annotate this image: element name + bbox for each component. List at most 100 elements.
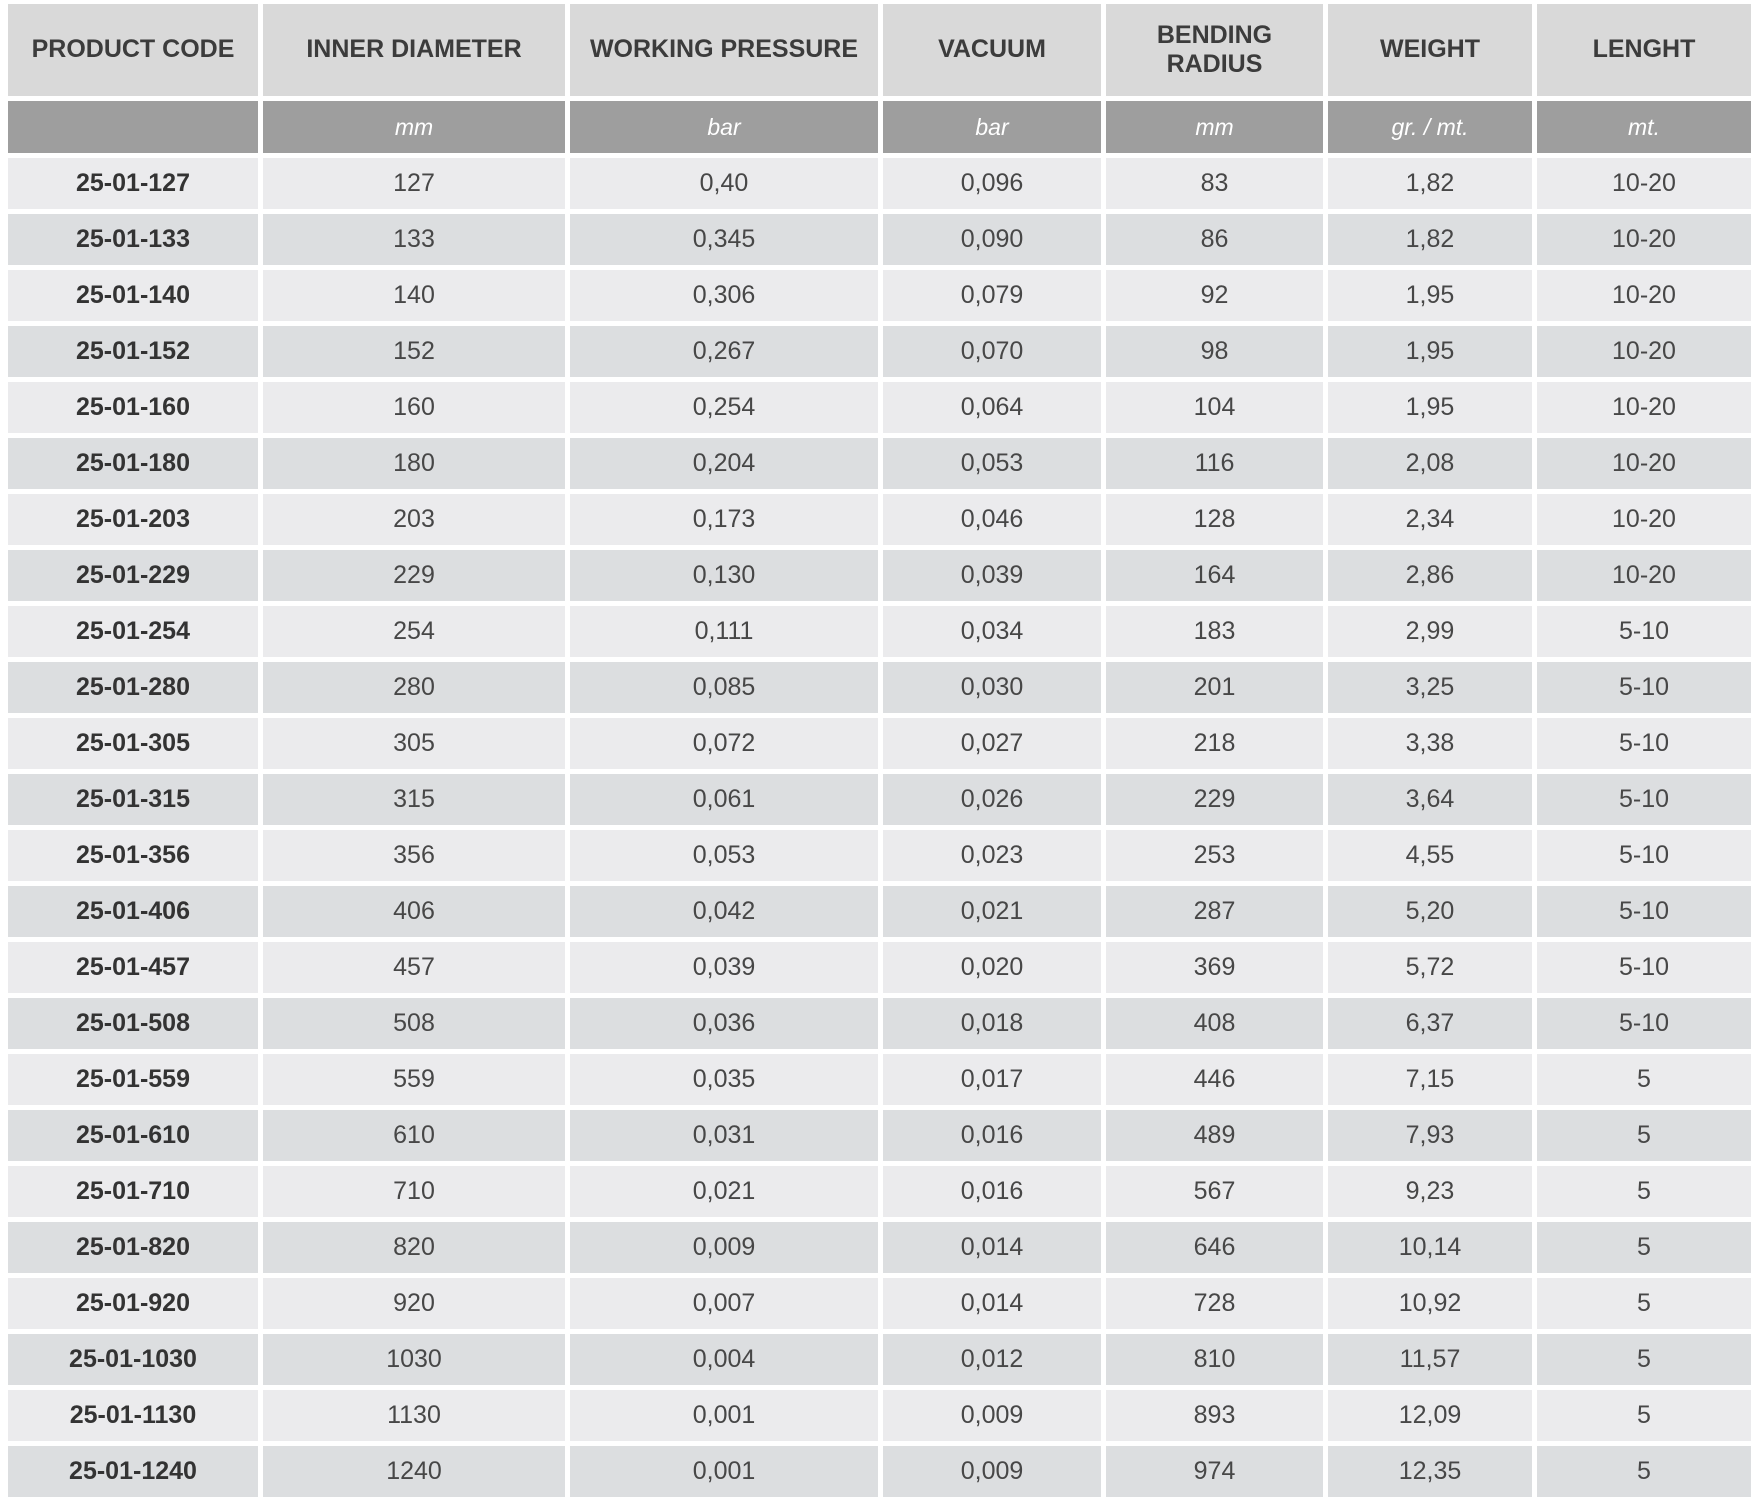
table-cell: 10-20 [1537,326,1751,377]
unit-cell-mm: mm [263,101,565,153]
table-cell: 0,039 [570,942,878,993]
table-cell: 3,64 [1328,774,1532,825]
table-cell: 2,99 [1328,606,1532,657]
table-cell: 0,030 [883,662,1101,713]
table-cell: 974 [1106,1446,1323,1497]
table-cell: 0,254 [570,382,878,433]
product-code-cell: 25-01-508 [8,998,258,1049]
product-code-cell: 25-01-133 [8,214,258,265]
table-cell: 12,09 [1328,1390,1532,1441]
table-cell: 0,020 [883,942,1101,993]
table-cell: 10-20 [1537,550,1751,601]
table-cell: 710 [263,1166,565,1217]
table-cell: 0,079 [883,270,1101,321]
table-cell: 0,009 [883,1446,1101,1497]
table-cell: 0,027 [883,718,1101,769]
product-code-cell: 25-01-127 [8,158,258,209]
table-cell: 0,111 [570,606,878,657]
table-cell: 5 [1537,1054,1751,1105]
table-cell: 5 [1537,1110,1751,1161]
table-cell: 0,034 [883,606,1101,657]
unit-cell-bar: bar [883,101,1101,153]
table-cell: 5-10 [1537,774,1751,825]
table-cell: 11,57 [1328,1334,1532,1385]
table-cell: 1,95 [1328,326,1532,377]
table-cell: 5 [1537,1334,1751,1385]
table-cell: 810 [1106,1334,1323,1385]
product-code-cell: 25-01-820 [8,1222,258,1273]
table-cell: 86 [1106,214,1323,265]
unit-cell-blank [8,101,258,153]
table-cell: 128 [1106,494,1323,545]
table-cell: 5 [1537,1222,1751,1273]
table-cell: 0,046 [883,494,1101,545]
table-cell: 0,026 [883,774,1101,825]
table-cell: 5 [1537,1278,1751,1329]
table-cell: 0,021 [570,1166,878,1217]
table-cell: 3,38 [1328,718,1532,769]
table-cell: 728 [1106,1278,1323,1329]
table-cell: 0,014 [883,1278,1101,1329]
table-cell: 0,090 [883,214,1101,265]
table-cell: 152 [263,326,565,377]
table-cell: 1130 [263,1390,565,1441]
table-cell: 369 [1106,942,1323,993]
table-cell: 920 [263,1278,565,1329]
table-cell: 0,009 [883,1390,1101,1441]
table-cell: 7,15 [1328,1054,1532,1105]
table-cell: 1,82 [1328,214,1532,265]
column-header-working-pressure: WORKING PRESSURE [570,4,878,96]
table-cell: 201 [1106,662,1323,713]
table-cell: 0,001 [570,1446,878,1497]
table-cell: 203 [263,494,565,545]
table-cell: 0,021 [883,886,1101,937]
table-cell: 0,345 [570,214,878,265]
table-cell: 0,001 [570,1390,878,1441]
unit-cell-mm: mm [1106,101,1323,153]
table-cell: 10-20 [1537,382,1751,433]
table-cell: 0,007 [570,1278,878,1329]
table-cell: 229 [263,550,565,601]
table-cell: 0,070 [883,326,1101,377]
product-code-cell: 25-01-254 [8,606,258,657]
table-cell: 287 [1106,886,1323,937]
table-cell: 489 [1106,1110,1323,1161]
table-cell: 0,053 [883,438,1101,489]
table-cell: 0,035 [570,1054,878,1105]
table-cell: 5,20 [1328,886,1532,937]
table-cell: 508 [263,998,565,1049]
product-code-cell: 25-01-160 [8,382,258,433]
column-header-vacuum: VACUUM [883,4,1101,96]
product-code-cell: 25-01-1130 [8,1390,258,1441]
table-cell: 820 [263,1222,565,1273]
product-code-cell: 25-01-152 [8,326,258,377]
table-cell: 315 [263,774,565,825]
table-cell: 0,173 [570,494,878,545]
table-cell: 2,86 [1328,550,1532,601]
table-cell: 0,061 [570,774,878,825]
table-cell: 0,064 [883,382,1101,433]
product-code-cell: 25-01-140 [8,270,258,321]
unit-cell-bar: bar [570,101,878,153]
table-cell: 567 [1106,1166,1323,1217]
table-cell: 5-10 [1537,662,1751,713]
column-header-lenght: LENGHT [1537,4,1751,96]
table-cell: 893 [1106,1390,1323,1441]
product-code-cell: 25-01-280 [8,662,258,713]
table-cell: 0,009 [570,1222,878,1273]
column-header-bending-radius: BENDING RADIUS [1106,4,1323,96]
column-header-product-code: PRODUCT CODE [8,4,258,96]
unit-cell-gr-mt: gr. / mt. [1328,101,1532,153]
table-cell: 1,95 [1328,270,1532,321]
table-cell: 0,096 [883,158,1101,209]
table-cell: 7,93 [1328,1110,1532,1161]
table-cell: 0,072 [570,718,878,769]
product-code-cell: 25-01-356 [8,830,258,881]
table-cell: 3,25 [1328,662,1532,713]
table-cell: 164 [1106,550,1323,601]
table-cell: 10,92 [1328,1278,1532,1329]
table-cell: 5-10 [1537,718,1751,769]
product-code-cell: 25-01-203 [8,494,258,545]
table-cell: 5-10 [1537,942,1751,993]
table-cell: 1,82 [1328,158,1532,209]
